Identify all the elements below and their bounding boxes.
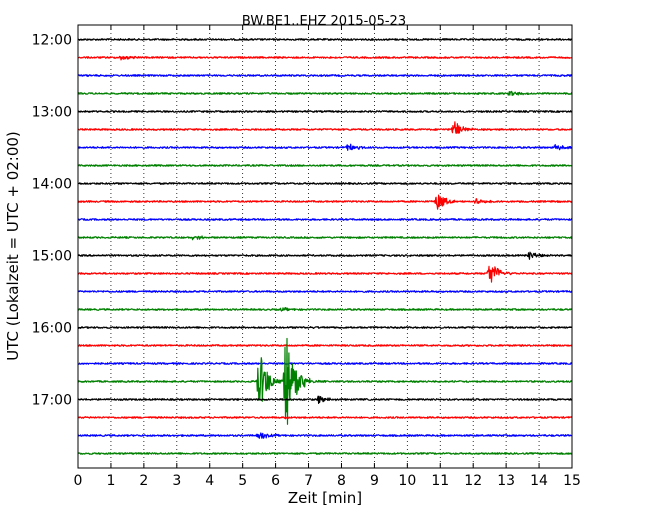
trace-1400 [77, 182, 573, 185]
trace-1245 [77, 90, 573, 96]
x-tick-label: 1 [106, 473, 115, 489]
x-tick-label: 4 [205, 473, 214, 489]
trace-1300 [77, 110, 573, 113]
trace-1345 [77, 164, 573, 167]
x-tick-label: 2 [139, 473, 148, 489]
y-axis-label: UTC (Lokalzeit = UTC + 02:00) [4, 131, 22, 361]
y-tick-label: 14:00 [32, 177, 72, 193]
x-tick-label: 12 [464, 473, 482, 489]
x-tick-label: 15 [563, 473, 581, 489]
x-tick-label: 11 [431, 473, 449, 489]
y-tick-label: 12:00 [32, 33, 72, 49]
trace-1715 [77, 416, 573, 419]
trace-1315 [77, 121, 573, 134]
plot-frame [77, 24, 573, 469]
trace-1600 [77, 326, 573, 329]
trace-1230 [77, 74, 573, 77]
trace-1200 [77, 38, 573, 41]
x-axis-label: Zeit [min] [288, 489, 362, 507]
x-tick-label: 13 [497, 473, 515, 489]
trace-1530 [77, 290, 573, 293]
x-tick-label: 10 [398, 473, 416, 489]
x-tick-label: 9 [370, 473, 379, 489]
trace-1730 [77, 432, 573, 439]
y-tick-label: 13:00 [32, 105, 72, 121]
trace-1545 [77, 307, 573, 312]
x-tick-label: 3 [172, 473, 181, 489]
trace-1700 [77, 395, 573, 404]
y-tick-label: 17:00 [32, 393, 72, 409]
x-tick-label: 5 [238, 473, 247, 489]
trace-1615 [77, 344, 573, 347]
x-tick-label: 0 [74, 473, 83, 489]
x-axis-ticks: 0 1 2 3 4 5 6 7 8 9 10 11 12 13 14 15 [74, 25, 581, 489]
trace-1330 [77, 143, 573, 151]
seismogram-traces [77, 38, 573, 455]
vertical-gridlines [110, 25, 540, 468]
y-tick-label: 15:00 [32, 249, 72, 265]
trace-1745 [77, 452, 573, 455]
trace-1515 [77, 265, 573, 283]
x-tick-label: 14 [530, 473, 548, 489]
trace-1215 [77, 55, 573, 61]
trace-1415 [77, 194, 573, 210]
x-tick-label: 6 [271, 473, 280, 489]
x-tick-label: 8 [337, 473, 346, 489]
trace-1500 [77, 251, 573, 260]
trace-1445 [77, 235, 573, 241]
y-tick-label: 16:00 [32, 321, 72, 337]
trace-1630 [77, 362, 573, 365]
trace-1430 [77, 218, 573, 221]
trace-1645 [77, 337, 573, 425]
x-tick-label: 7 [304, 473, 313, 489]
y-axis-ticks: 12:00 13:00 14:00 15:00 16:00 17:00 [32, 33, 572, 409]
chart-title: BW.BE1..EHZ 2015-05-23 [242, 14, 406, 29]
